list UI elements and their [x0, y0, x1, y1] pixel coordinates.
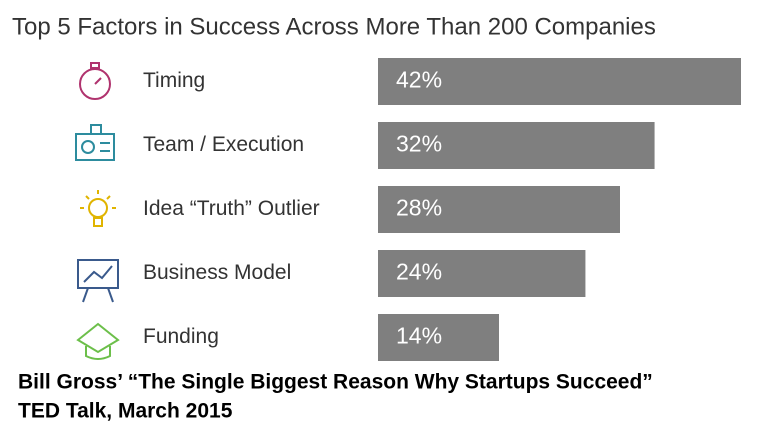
bar [378, 186, 620, 233]
category-label: Funding [143, 325, 219, 348]
category-label: Timing [143, 69, 205, 92]
chart-title: Top 5 Factors in Success Across More Tha… [12, 13, 656, 40]
caption: Bill Gross’ “The Single Biggest Reason W… [18, 371, 653, 394]
value-label: 28% [396, 195, 442, 221]
caption: TED Talk, March 2015 [18, 400, 233, 423]
icon-cap [76, 322, 120, 360]
bar [378, 250, 586, 297]
icon-bulb [80, 190, 116, 227]
value-label: 24% [396, 259, 442, 285]
value-label: 14% [396, 323, 442, 349]
category-label: Idea “Truth” Outlier [143, 197, 320, 220]
icon-board [77, 259, 119, 303]
value-label: 32% [396, 131, 442, 157]
value-label: 42% [396, 67, 442, 93]
category-label: Business Model [143, 261, 291, 284]
category-label: Team / Execution [143, 133, 304, 156]
icon-badge [75, 124, 115, 161]
bar [378, 122, 655, 169]
icon-stopwatch [79, 62, 111, 100]
caption-background [0, 361, 768, 433]
bar [378, 314, 499, 361]
bar [378, 58, 741, 105]
